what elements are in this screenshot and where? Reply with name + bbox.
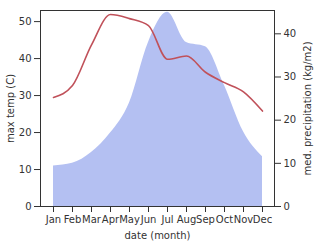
svg-text:30: 30 <box>284 71 297 82</box>
svg-text:Oct: Oct <box>216 214 233 225</box>
svg-text:Nov: Nov <box>234 214 254 225</box>
svg-text:date (month): date (month) <box>125 230 191 241</box>
svg-text:Feb: Feb <box>64 214 82 225</box>
svg-text:Aug: Aug <box>177 214 197 225</box>
svg-text:40: 40 <box>284 28 297 39</box>
svg-text:40: 40 <box>19 53 32 64</box>
svg-text:0: 0 <box>284 201 290 212</box>
svg-text:20: 20 <box>284 114 297 125</box>
svg-text:Jul: Jul <box>160 214 173 225</box>
svg-text:med. precipitation (kg/m2): med. precipitation (kg/m2) <box>302 41 313 175</box>
svg-text:30: 30 <box>19 90 32 101</box>
svg-text:Mar: Mar <box>82 214 102 225</box>
svg-text:May: May <box>119 214 140 225</box>
svg-text:Sep: Sep <box>196 214 215 225</box>
svg-text:10: 10 <box>284 158 297 169</box>
svg-text:Jun: Jun <box>140 214 157 225</box>
svg-text:max temp (C): max temp (C) <box>5 74 16 143</box>
svg-text:0: 0 <box>25 201 31 212</box>
svg-text:50: 50 <box>19 16 32 27</box>
svg-text:Dec: Dec <box>253 214 272 225</box>
svg-text:Jan: Jan <box>45 214 61 225</box>
svg-text:20: 20 <box>19 127 32 138</box>
svg-text:10: 10 <box>19 164 32 175</box>
svg-text:Apr: Apr <box>102 214 120 225</box>
